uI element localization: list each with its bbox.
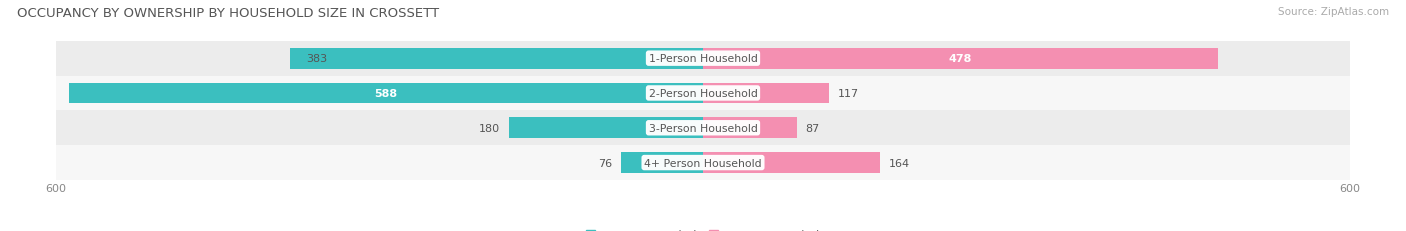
Text: 164: 164 bbox=[889, 158, 910, 168]
Bar bbox=[703, 118, 797, 139]
Bar bbox=[509, 118, 703, 139]
Text: 2-Person Household: 2-Person Household bbox=[648, 88, 758, 99]
Bar bbox=[56, 111, 1350, 146]
Text: 4+ Person Household: 4+ Person Household bbox=[644, 158, 762, 168]
Text: 87: 87 bbox=[806, 123, 820, 133]
Text: 117: 117 bbox=[838, 88, 859, 99]
Bar bbox=[69, 83, 703, 104]
Text: OCCUPANCY BY OWNERSHIP BY HOUSEHOLD SIZE IN CROSSETT: OCCUPANCY BY OWNERSHIP BY HOUSEHOLD SIZE… bbox=[17, 7, 439, 20]
Bar bbox=[703, 49, 1218, 69]
Bar bbox=[56, 42, 1350, 76]
Bar bbox=[290, 49, 703, 69]
Bar bbox=[56, 76, 1350, 111]
Text: 1-Person Household: 1-Person Household bbox=[648, 54, 758, 64]
Text: 588: 588 bbox=[374, 88, 398, 99]
Bar bbox=[703, 152, 880, 173]
Bar bbox=[56, 146, 1350, 180]
Text: Source: ZipAtlas.com: Source: ZipAtlas.com bbox=[1278, 7, 1389, 17]
Text: 3-Person Household: 3-Person Household bbox=[648, 123, 758, 133]
Text: 478: 478 bbox=[949, 54, 973, 64]
Bar bbox=[703, 83, 830, 104]
Text: 180: 180 bbox=[479, 123, 501, 133]
Legend: Owner-occupied, Renter-occupied: Owner-occupied, Renter-occupied bbox=[581, 224, 825, 231]
Text: 383: 383 bbox=[307, 54, 328, 64]
Bar bbox=[621, 152, 703, 173]
Text: 76: 76 bbox=[599, 158, 613, 168]
